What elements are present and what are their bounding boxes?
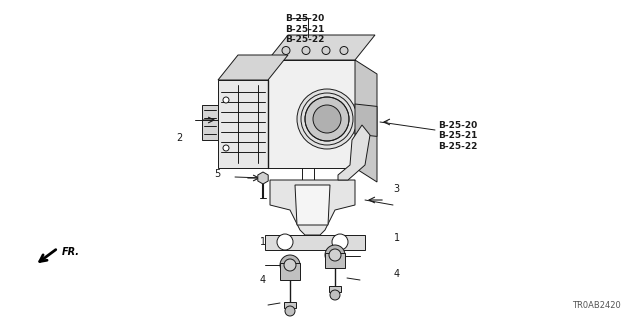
Circle shape	[223, 145, 229, 151]
Text: 1: 1	[259, 236, 266, 247]
Polygon shape	[355, 60, 377, 182]
Polygon shape	[218, 55, 288, 80]
Polygon shape	[268, 60, 355, 168]
Text: 4: 4	[394, 268, 400, 279]
Polygon shape	[284, 302, 296, 308]
Circle shape	[329, 249, 341, 261]
Polygon shape	[325, 253, 345, 268]
Polygon shape	[338, 125, 370, 180]
Circle shape	[223, 97, 229, 103]
Polygon shape	[268, 35, 375, 60]
Text: 5: 5	[214, 169, 221, 180]
Circle shape	[325, 245, 345, 265]
Text: FR.: FR.	[62, 247, 80, 257]
Circle shape	[302, 46, 310, 54]
Text: 3: 3	[394, 184, 400, 194]
Polygon shape	[329, 286, 341, 292]
Circle shape	[330, 290, 340, 300]
Polygon shape	[355, 104, 377, 136]
Polygon shape	[265, 235, 365, 250]
Circle shape	[277, 234, 293, 250]
Circle shape	[322, 46, 330, 54]
Polygon shape	[280, 263, 300, 280]
Polygon shape	[218, 80, 268, 168]
Circle shape	[305, 97, 349, 141]
Circle shape	[313, 105, 341, 133]
Text: 2: 2	[176, 132, 182, 143]
Polygon shape	[270, 180, 355, 235]
Circle shape	[297, 89, 357, 149]
Polygon shape	[295, 185, 330, 225]
Circle shape	[332, 234, 348, 250]
Circle shape	[285, 306, 295, 316]
Text: TR0AB2420: TR0AB2420	[572, 301, 621, 310]
Circle shape	[340, 46, 348, 54]
Text: 4: 4	[259, 275, 266, 285]
Text: B-25-20
B-25-21
B-25-22: B-25-20 B-25-21 B-25-22	[285, 14, 324, 44]
Text: 1: 1	[394, 233, 400, 244]
Polygon shape	[258, 172, 268, 184]
Text: B-25-20
B-25-21
B-25-22: B-25-20 B-25-21 B-25-22	[438, 121, 478, 151]
Circle shape	[280, 255, 300, 275]
Circle shape	[282, 46, 290, 54]
Polygon shape	[202, 105, 218, 140]
Circle shape	[284, 259, 296, 271]
